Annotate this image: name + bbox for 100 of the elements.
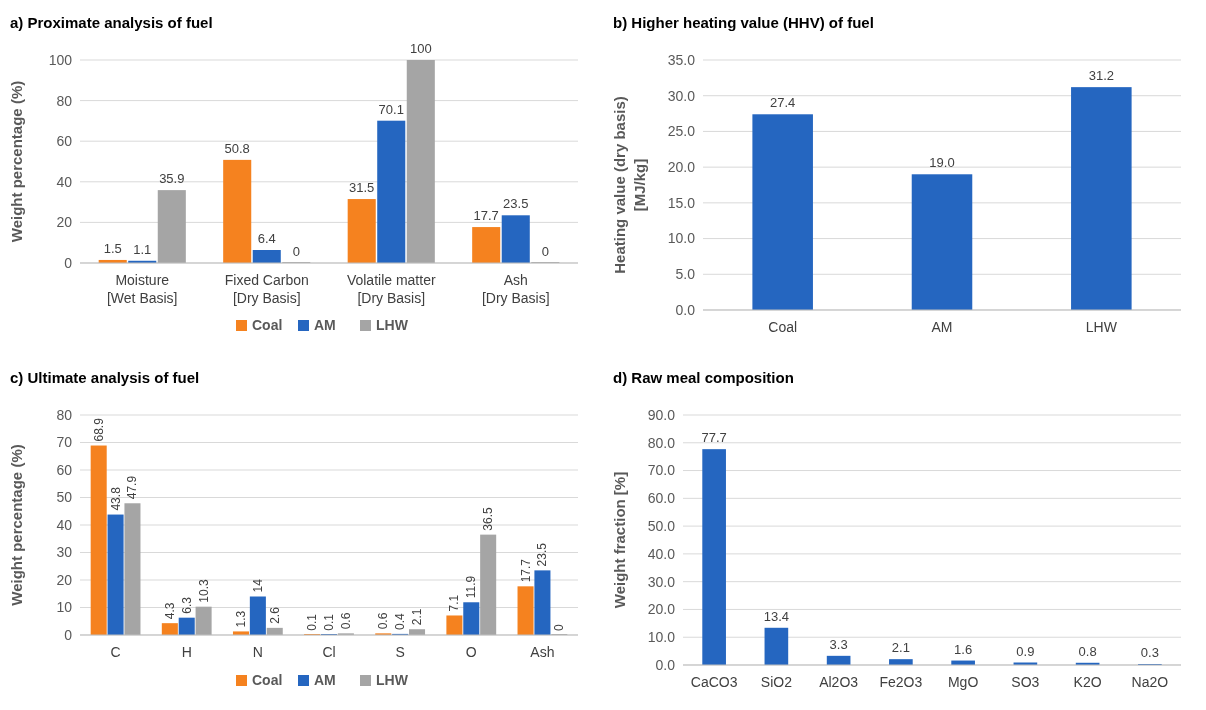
y-tick-label: 80 bbox=[56, 406, 73, 423]
data-label: 4.3 bbox=[162, 602, 177, 620]
x-tick-label: Cl bbox=[322, 644, 336, 660]
y-tick-label: 60 bbox=[56, 133, 73, 150]
x-tick-label: CaCO3 bbox=[690, 674, 738, 690]
data-label: 0.6 bbox=[338, 612, 353, 630]
y-tick-label: 10.0 bbox=[647, 629, 676, 646]
data-label: 0.6 bbox=[376, 612, 391, 630]
data-label: 14 bbox=[250, 578, 265, 593]
y-tick-label: 30.0 bbox=[647, 573, 676, 590]
data-label: 47.9 bbox=[125, 475, 140, 500]
y-axis-title: Weight percentage (%) bbox=[8, 80, 25, 243]
chart-title: d) Raw meal composition bbox=[613, 369, 794, 386]
data-label: 3.3 bbox=[829, 636, 848, 652]
y-tick-label: 60 bbox=[56, 461, 73, 478]
x-tick-label: O bbox=[465, 644, 477, 660]
data-label: 0 bbox=[541, 244, 549, 259]
data-label: 70.1 bbox=[378, 101, 404, 117]
y-tick-label: 30.0 bbox=[667, 87, 696, 104]
y-tick-label: 10 bbox=[56, 599, 73, 616]
y-tick-label: 40 bbox=[56, 516, 73, 533]
y-tick-label: 80.0 bbox=[647, 434, 676, 451]
x-tick-label: K2O bbox=[1073, 674, 1102, 690]
data-label: 77.7 bbox=[701, 430, 727, 446]
x-tick-label: Na2O bbox=[1131, 674, 1169, 690]
data-label: 2.1 bbox=[891, 640, 910, 656]
chart-title: b) Higher heating value (HHV) of fuel bbox=[613, 14, 874, 31]
y-tick-label: 20.0 bbox=[647, 601, 676, 618]
y-tick-label: 50 bbox=[56, 489, 73, 506]
data-label: 0 bbox=[292, 244, 300, 259]
data-label: 31.2 bbox=[1088, 68, 1114, 84]
data-label: 36.5 bbox=[481, 506, 496, 531]
data-label: 17.7 bbox=[518, 558, 533, 583]
y-tick-label: 40 bbox=[56, 173, 73, 190]
y-tick-label: 20 bbox=[56, 571, 73, 588]
x-tick-label: Al2O3 bbox=[819, 674, 859, 690]
y-tick-label: 0 bbox=[64, 626, 73, 643]
data-label: 23.5 bbox=[503, 196, 529, 212]
x-tick-label: Moisture [Wet Basis] bbox=[106, 272, 178, 306]
x-tick-label: AM bbox=[931, 319, 953, 335]
data-label: 2.6 bbox=[267, 606, 282, 624]
y-tick-label: 0.0 bbox=[675, 301, 696, 318]
x-tick-label: LHW bbox=[1085, 319, 1118, 335]
data-label: 43.8 bbox=[108, 486, 123, 511]
y-tick-label: 70 bbox=[56, 434, 73, 451]
x-tick-label: N bbox=[252, 644, 263, 660]
y-tick-label: 10.0 bbox=[667, 230, 696, 247]
y-tick-label: 0 bbox=[64, 254, 73, 271]
y-tick-label: 20 bbox=[56, 214, 73, 231]
y-tick-label: 35.0 bbox=[667, 51, 696, 68]
data-label: 0.3 bbox=[1140, 645, 1159, 661]
data-label: 17.7 bbox=[473, 208, 499, 224]
y-tick-label: 40.0 bbox=[647, 545, 676, 562]
x-tick-label: SiO2 bbox=[760, 674, 793, 690]
data-label: 50.8 bbox=[224, 140, 250, 156]
y-tick-label: 70.0 bbox=[647, 462, 676, 479]
data-label: 23.5 bbox=[535, 542, 550, 567]
y-tick-label: 60.0 bbox=[647, 490, 676, 507]
chart-title: a) Proximate analysis of fuel bbox=[10, 14, 213, 31]
data-label: 19.0 bbox=[929, 155, 955, 171]
y-tick-label: 15.0 bbox=[667, 194, 696, 211]
data-label: 0.1 bbox=[305, 613, 320, 631]
y-tick-label: 100 bbox=[48, 51, 73, 68]
data-label: 31.5 bbox=[349, 180, 375, 196]
x-tick-label: Volatile matter [Dry Basis] bbox=[346, 272, 436, 306]
data-label: 0 bbox=[552, 624, 567, 631]
y-tick-label: 0.0 bbox=[655, 656, 676, 673]
data-label: 0.4 bbox=[393, 612, 408, 630]
y-tick-label: 90.0 bbox=[647, 406, 676, 423]
data-label: 7.1 bbox=[447, 594, 462, 612]
x-tick-label: Fe2O3 bbox=[879, 674, 923, 690]
data-label: 13.4 bbox=[763, 608, 790, 624]
y-tick-label: 5.0 bbox=[675, 266, 696, 283]
data-label: 1.6 bbox=[954, 641, 973, 657]
x-tick-label: Fixed Carbon [Dry Basis] bbox=[224, 272, 309, 306]
y-tick-label: 25.0 bbox=[667, 123, 696, 140]
data-label: 6.3 bbox=[179, 596, 194, 614]
y-axis-title: Heating value (dry basis) [MJ/kg] bbox=[611, 96, 648, 274]
data-label: 35.9 bbox=[159, 171, 185, 187]
x-tick-label: Ash bbox=[530, 644, 555, 660]
data-label: 11.9 bbox=[464, 575, 479, 599]
y-tick-label: 50.0 bbox=[647, 518, 676, 535]
x-tick-label: C bbox=[110, 644, 121, 660]
y-axis-title: Weight percentage (%) bbox=[8, 444, 25, 606]
y-axis-title: Weight fraction [%] bbox=[611, 471, 628, 609]
data-label: 6.4 bbox=[257, 231, 276, 247]
data-label: 0.9 bbox=[1016, 643, 1035, 659]
x-tick-label: Coal bbox=[768, 319, 798, 335]
data-label: 1.1 bbox=[133, 241, 152, 257]
data-label: 1.3 bbox=[233, 610, 248, 628]
x-tick-label: Ash [Dry Basis] bbox=[481, 272, 550, 306]
data-label: 27.4 bbox=[770, 95, 796, 111]
data-label: 100 bbox=[409, 41, 432, 56]
x-tick-label: H bbox=[181, 644, 192, 660]
data-label: 10.3 bbox=[196, 578, 211, 603]
data-label: 1.5 bbox=[103, 240, 122, 256]
x-tick-label: MgO bbox=[947, 674, 979, 690]
y-tick-label: 30 bbox=[56, 544, 73, 561]
data-label: 2.1 bbox=[410, 608, 425, 626]
x-tick-label: SO3 bbox=[1011, 674, 1040, 690]
